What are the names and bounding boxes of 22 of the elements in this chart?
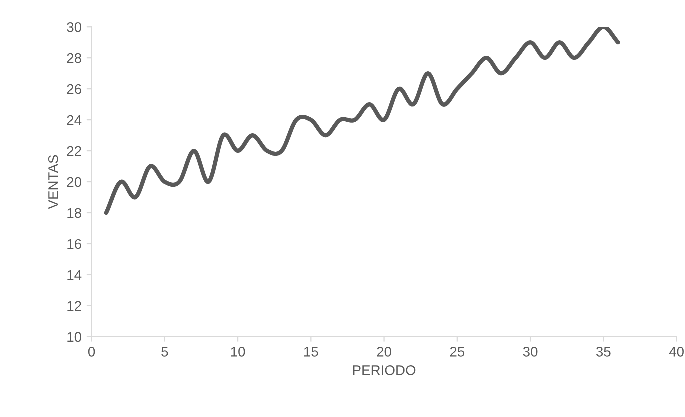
x-tick-label: 40 [669,347,684,357]
x-tick-label: 5 [162,347,168,357]
y-tick-label: 26 [67,84,82,94]
x-tick-label: 25 [450,347,465,357]
y-tick-label: 14 [68,270,82,280]
x-tick-label: 10 [231,347,246,357]
y-tick-label: 16 [68,239,82,250]
x-tick-label: 20 [377,347,392,357]
y-tick-label: 20 [67,177,82,188]
x-tick-label: 0 [88,347,96,357]
y-tick-label: 28 [67,53,82,64]
y-tick-label: 10 [68,332,82,342]
y-tick-label: 18 [68,208,82,218]
y-tick-label: 12 [68,301,82,311]
x-tick-label: 15 [304,347,318,357]
y-tick-label: 30 [67,22,82,32]
y-tick-label: 24 [67,115,82,126]
x-tick-label: 30 [523,347,538,357]
x-tick-label: 35 [596,347,611,357]
y-tick-label: 22 [67,146,82,156]
x-axis-title: PERIODO [353,366,416,376]
y-axis-title: VENTAS [48,155,58,210]
